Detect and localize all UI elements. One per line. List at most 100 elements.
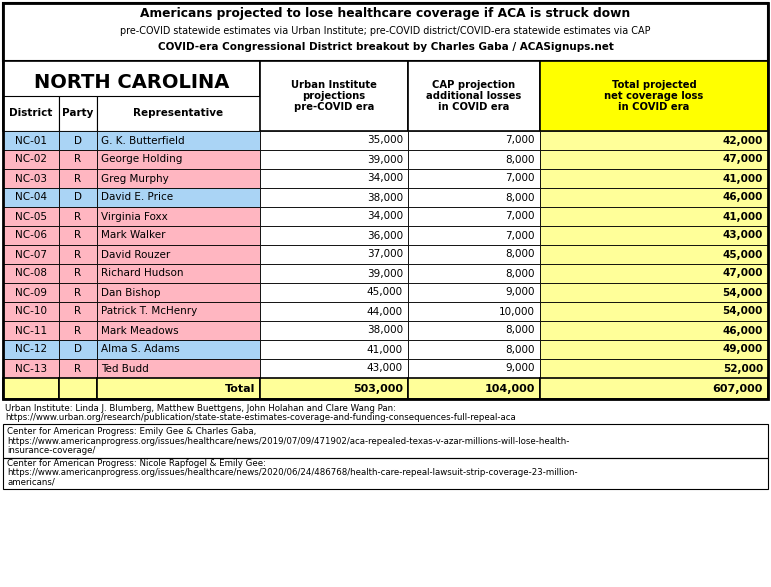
Bar (3, 245, 59, 264)
Bar (3, 169, 59, 188)
Bar (59, 359, 97, 378)
Text: 43,000: 43,000 (367, 363, 403, 373)
Bar (408, 131, 540, 150)
Text: 7,000: 7,000 (506, 231, 535, 241)
Text: R: R (75, 326, 82, 336)
Text: Party: Party (62, 109, 94, 119)
Text: Representative: Representative (133, 109, 224, 119)
Bar (260, 245, 408, 264)
Text: R: R (75, 288, 82, 298)
Bar (59, 302, 97, 321)
Text: 39,000: 39,000 (367, 154, 403, 164)
Bar (408, 188, 540, 207)
Text: in COVID era: in COVID era (438, 102, 510, 112)
Text: 8,000: 8,000 (506, 249, 535, 259)
Text: 7,000: 7,000 (506, 136, 535, 146)
Bar (540, 169, 768, 188)
Text: americans/: americans/ (7, 477, 55, 487)
Text: R: R (75, 231, 82, 241)
Text: 34,000: 34,000 (367, 174, 403, 184)
Bar (3, 378, 59, 399)
Bar (3, 264, 59, 283)
Bar (3, 3, 768, 61)
Text: R: R (75, 268, 82, 278)
Bar (97, 378, 260, 399)
Bar (97, 131, 260, 150)
Text: NC-07: NC-07 (15, 249, 47, 259)
Bar (540, 131, 768, 150)
Text: D: D (74, 345, 82, 355)
Bar (3, 302, 59, 321)
Text: 47,000: 47,000 (722, 268, 763, 278)
Bar (540, 207, 768, 226)
Bar (3, 359, 59, 378)
Text: 607,000: 607,000 (712, 383, 763, 393)
Text: CAP projection: CAP projection (433, 80, 516, 90)
Text: 38,000: 38,000 (367, 193, 403, 203)
Bar (408, 340, 540, 359)
Bar (260, 302, 408, 321)
Bar (260, 188, 408, 207)
Bar (59, 226, 97, 245)
Text: NC-01: NC-01 (15, 136, 47, 146)
Text: Mark Walker: Mark Walker (101, 231, 166, 241)
Text: 7,000: 7,000 (506, 211, 535, 221)
Bar (408, 61, 540, 131)
Bar (59, 131, 97, 150)
Bar (97, 150, 260, 169)
Bar (59, 340, 97, 359)
Text: 42,000: 42,000 (722, 136, 763, 146)
Bar (408, 378, 540, 399)
Text: 54,000: 54,000 (722, 288, 763, 298)
Text: R: R (75, 154, 82, 164)
Text: David Rouzer: David Rouzer (101, 249, 170, 259)
Bar (59, 207, 97, 226)
Text: 44,000: 44,000 (367, 306, 403, 316)
Text: George Holding: George Holding (101, 154, 183, 164)
Text: Alma S. Adams: Alma S. Adams (101, 345, 180, 355)
Text: 49,000: 49,000 (722, 345, 763, 355)
Bar (408, 226, 540, 245)
Bar (3, 340, 59, 359)
Text: Total: Total (224, 383, 255, 393)
Bar (3, 321, 59, 340)
Text: R: R (75, 249, 82, 259)
Bar (540, 226, 768, 245)
Bar (59, 264, 97, 283)
Text: NC-03: NC-03 (15, 174, 47, 184)
Bar (97, 226, 260, 245)
Text: Americans projected to lose healthcare coverage if ACA is struck down: Americans projected to lose healthcare c… (140, 8, 631, 21)
Text: 8,000: 8,000 (506, 345, 535, 355)
Bar (3, 131, 59, 150)
Text: Urban Institute: Linda J. Blumberg, Matthew Buettgens, John Holahan and Clare Wa: Urban Institute: Linda J. Blumberg, Matt… (5, 404, 396, 413)
Text: D: D (74, 136, 82, 146)
Text: https://www.americanprogress.org/issues/healthcare/news/2019/07/09/471902/aca-re: https://www.americanprogress.org/issues/… (7, 437, 569, 446)
Bar (97, 207, 260, 226)
Bar (540, 264, 768, 283)
Bar (3, 61, 260, 131)
Bar (540, 321, 768, 340)
Text: Dan Bishop: Dan Bishop (101, 288, 160, 298)
Text: 54,000: 54,000 (722, 306, 763, 316)
Bar (97, 302, 260, 321)
Text: 10,000: 10,000 (499, 306, 535, 316)
Text: David E. Price: David E. Price (101, 193, 173, 203)
Bar (59, 188, 97, 207)
Text: in COVID era: in COVID era (618, 102, 690, 112)
Bar (59, 96, 97, 131)
Text: NC-12: NC-12 (15, 345, 47, 355)
Text: 8,000: 8,000 (506, 154, 535, 164)
Bar (3, 188, 59, 207)
Text: 43,000: 43,000 (722, 231, 763, 241)
Bar (3, 226, 59, 245)
Text: 52,000: 52,000 (722, 363, 763, 373)
Bar (260, 340, 408, 359)
Bar (260, 169, 408, 188)
Text: 9,000: 9,000 (506, 363, 535, 373)
Text: 35,000: 35,000 (367, 136, 403, 146)
Bar (59, 245, 97, 264)
Bar (540, 245, 768, 264)
Bar (540, 340, 768, 359)
Bar (3, 283, 59, 302)
Text: 47,000: 47,000 (722, 154, 763, 164)
